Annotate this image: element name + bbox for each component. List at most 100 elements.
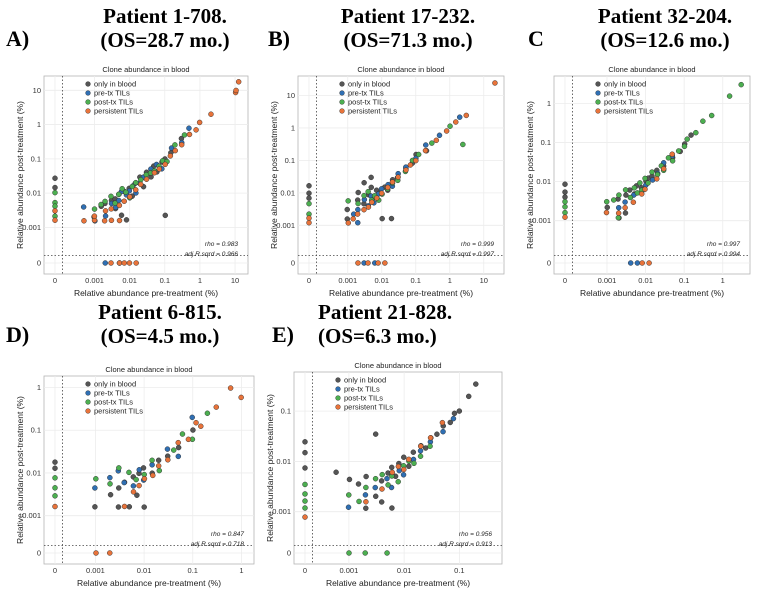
data-point [302, 449, 308, 456]
panel-title-a-line2: (OS=28.7 mo.) [100, 28, 230, 52]
y-axis-label: Relative abundance post-treatment (%) [15, 101, 25, 249]
stats-annotation: rho = 0.847 [211, 531, 244, 538]
data-point [622, 187, 629, 193]
data-point [355, 260, 361, 266]
data-point [92, 485, 98, 491]
stats-annotation: rho = 0.983 [205, 241, 238, 248]
data-point [615, 204, 622, 211]
data-point [639, 260, 645, 266]
x-axis-label: Relative abundance pre-treatment (%) [77, 578, 221, 588]
data-point [456, 114, 463, 120]
data-point [134, 492, 140, 498]
data-point [91, 213, 98, 219]
data-point [333, 469, 339, 475]
data-point [346, 550, 352, 556]
data-point [138, 181, 144, 188]
x-tick-label: 0.01 [397, 566, 412, 575]
panel-title-e-line1: Patient 21-828. [318, 300, 453, 324]
legend-marker [85, 381, 91, 387]
legend-marker [335, 404, 341, 410]
data-point [363, 505, 369, 511]
x-tick-label: 1 [721, 276, 725, 285]
stats-annotation: rho = 0.999 [461, 241, 494, 248]
data-point [688, 132, 694, 138]
data-point [654, 176, 660, 182]
panel-title-d-line1: Patient 6-815. [98, 300, 222, 324]
y-tick-label: 1 [37, 383, 41, 392]
data-point [378, 499, 385, 505]
stats-annotation: adj.R.sqrd = 0.718 [191, 541, 245, 548]
data-point [385, 184, 391, 191]
data-point [181, 132, 188, 138]
x-tick-label: 0 [53, 566, 57, 575]
legend-label: persistent TILs [94, 407, 143, 416]
scatter-chart-e: 0 0.001 0.01 0.1 0 0.001 0.01 0.1 Clone abundanc… [265, 361, 503, 588]
legend-marker [595, 90, 601, 96]
legend-label: post-tx TILs [94, 98, 133, 107]
data-point [178, 142, 185, 148]
data-point [451, 410, 458, 417]
data-point [172, 147, 178, 154]
data-point [415, 151, 422, 158]
panel-title-b-line2: (OS=71.3 mo.) [343, 28, 473, 52]
data-point [138, 176, 144, 183]
data-point [649, 169, 655, 175]
data-point [149, 462, 155, 468]
legend-label: pre-tx TILs [604, 89, 640, 98]
data-point [98, 201, 104, 208]
y-tick-label: 0.1 [541, 138, 551, 147]
data-point [395, 478, 401, 485]
data-point [121, 479, 127, 486]
data-point [136, 467, 143, 473]
data-point [108, 217, 115, 224]
data-point [116, 485, 122, 491]
data-point [604, 204, 610, 211]
data-point [170, 447, 177, 453]
data-point [354, 211, 361, 217]
data-point [389, 179, 396, 185]
data-point [115, 504, 122, 510]
scatter-chart-d: 0 0.001 0.01 0.1 1 0 0.001 0.01 0.1 1 Clone abunda… [15, 365, 255, 588]
data-point [603, 198, 610, 205]
data-point [116, 217, 123, 224]
data-point [52, 217, 58, 223]
data-point [302, 514, 308, 520]
data-point [133, 476, 139, 483]
x-tick-label: 0.001 [85, 276, 104, 285]
y-tick-label: 0 [287, 549, 291, 558]
panel-title-b-line1: Patient 17-232. [340, 4, 476, 28]
legend-label: only in blood [94, 80, 136, 89]
chart-title: Clone abundance in blood [608, 65, 695, 74]
legend-label: only in blood [604, 80, 646, 89]
y-tick-label: 1 [37, 120, 41, 129]
legend-marker [335, 395, 341, 401]
data-point [193, 127, 199, 133]
data-point [634, 260, 641, 266]
data-point [345, 504, 352, 510]
data-point [450, 415, 457, 422]
data-point [453, 119, 459, 125]
data-point [363, 473, 369, 480]
data-point [434, 431, 440, 437]
y-axis-label: Relative abundance post-treatment (%) [265, 394, 275, 542]
data-point [52, 503, 58, 510]
data-point [379, 215, 385, 222]
data-point [81, 218, 87, 224]
panel-title-b: Patient 17-232. (OS=71.3 mo.) [328, 4, 488, 52]
legend-marker [335, 386, 341, 392]
data-point [615, 210, 622, 216]
panel-title-a-line1: Patient 1-708. [103, 4, 227, 28]
legend-label: post-tx TILs [604, 98, 643, 107]
x-axis-label: Relative abundance pre-treatment (%) [329, 288, 473, 298]
x-tick-label: 0.1 [188, 566, 198, 575]
legend-label: only in blood [348, 80, 390, 89]
data-point [355, 220, 361, 226]
data-point [675, 148, 682, 154]
data-point [616, 192, 622, 198]
y-tick-label: 10 [33, 86, 41, 95]
data-point [52, 493, 58, 499]
data-point [133, 260, 139, 266]
data-point [642, 186, 648, 192]
data-point [190, 427, 196, 433]
data-point [630, 199, 637, 205]
